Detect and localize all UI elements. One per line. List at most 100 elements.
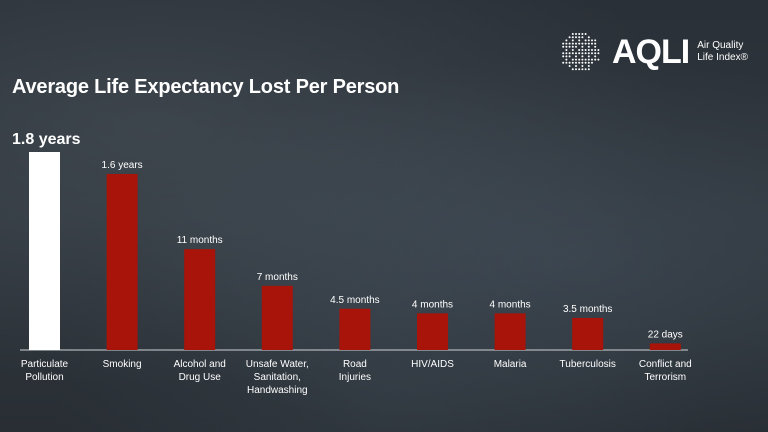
globe-dot: [594, 49, 597, 51]
globe-dot: [571, 58, 574, 61]
data-label: 3.5 months: [563, 304, 612, 315]
globe-dot: [571, 52, 574, 55]
category-label: Particulate: [21, 359, 69, 370]
logo-subtitle-line2: Life Index®: [697, 52, 748, 63]
globe-dot: [568, 55, 571, 58]
globe-dot: [562, 52, 565, 55]
globe-dot: [591, 39, 593, 42]
globe-dot: [591, 61, 593, 64]
globe-dot: [584, 42, 587, 45]
bar: [29, 152, 60, 350]
globe-dot: [587, 52, 590, 55]
globe-dot: [581, 42, 584, 45]
bar: [339, 308, 371, 350]
globe-dot: [584, 58, 587, 61]
data-label: 4.5 months: [330, 295, 379, 306]
data-label: 11 months: [177, 235, 223, 246]
globe-dot: [562, 61, 565, 64]
globe-dot: [587, 61, 590, 64]
globe-dot: [581, 58, 584, 61]
globe-dot: [597, 52, 600, 55]
data-label: 22 days: [648, 329, 683, 340]
globe-dot: [584, 52, 587, 55]
globe-dot: [597, 49, 600, 51]
globe-dot: [575, 58, 577, 61]
globe-dot: [578, 42, 581, 45]
globe-dot: [587, 49, 590, 51]
category-label: Pollution: [25, 372, 63, 383]
bar: [261, 285, 293, 350]
globe-dot: [575, 65, 577, 67]
bar: [417, 313, 448, 350]
globe-dot: [578, 61, 581, 64]
category-label: Smoking: [103, 359, 142, 370]
globe-dot: [568, 65, 571, 67]
category-label: Alcohol and: [174, 359, 226, 370]
globe-dot: [578, 68, 581, 71]
logo-subtitle: Air Quality Life Index®: [697, 40, 748, 64]
category-label: Malaria: [494, 359, 527, 370]
bar: [572, 317, 604, 350]
globe-dot: [571, 61, 574, 64]
globe-dot: [575, 33, 577, 35]
globe-dot: [594, 52, 597, 55]
globe-dot: [594, 45, 597, 48]
globe-dot: [587, 65, 590, 67]
globe-dot: [591, 58, 593, 61]
globe-dot: [594, 39, 597, 42]
globe-dot: [587, 42, 590, 45]
globe-dot: [575, 52, 577, 55]
globe-dot: [587, 36, 590, 39]
globe-dot: [565, 39, 568, 42]
globe-dot: [565, 49, 568, 51]
globe-dot: [571, 49, 574, 51]
globe-dot: [575, 61, 577, 64]
globe-dot: [571, 42, 574, 45]
globe-dot: [581, 36, 584, 39]
globe-dot: [565, 61, 568, 64]
globe-dot: [575, 36, 577, 39]
category-label: Terrorism: [644, 372, 686, 383]
globe-dot: [587, 58, 590, 61]
globe-dot: [581, 52, 584, 55]
globe-dot: [581, 61, 584, 64]
globe-dot: [581, 68, 584, 71]
globe-dot: [578, 52, 581, 55]
globe-dot: [578, 49, 581, 51]
globe-dot: [571, 68, 574, 71]
globe-dot: [568, 52, 571, 55]
category-label: Tuberculosis: [560, 359, 616, 370]
globe-dot: [571, 45, 574, 48]
globe-dot: [578, 39, 581, 42]
globe-dot: [587, 39, 590, 42]
globe-dot: [575, 55, 577, 58]
data-label: 1.8 years: [12, 131, 81, 148]
globe-dot: [581, 49, 584, 51]
data-label: 4 months: [412, 299, 453, 310]
bar: [106, 174, 138, 350]
globe-dot: [584, 33, 587, 35]
globe-dot: [578, 33, 581, 35]
category-label: Conflict and: [639, 359, 692, 370]
category-label: Drug Use: [179, 372, 222, 383]
globe-dot: [594, 55, 597, 58]
globe-dot: [568, 45, 571, 48]
globe-dot: [587, 68, 590, 71]
globe-dot: [562, 55, 565, 58]
globe-dot: [568, 36, 571, 39]
globe-dot: [594, 58, 597, 61]
globe-dot: [581, 65, 584, 67]
globe-dot: [568, 42, 571, 45]
globe-dot: [578, 58, 581, 61]
category-label: Handwashing: [247, 385, 308, 396]
globe-dot: [594, 42, 597, 45]
category-label: Road: [343, 359, 367, 370]
globe-dot: [575, 42, 577, 45]
category-label: HIV/AIDS: [411, 359, 454, 370]
globe-dot: [584, 61, 587, 64]
globe-dot: [587, 45, 590, 48]
data-label: 7 months: [257, 272, 298, 283]
globe-dot: [562, 42, 565, 45]
bar: [649, 343, 681, 350]
